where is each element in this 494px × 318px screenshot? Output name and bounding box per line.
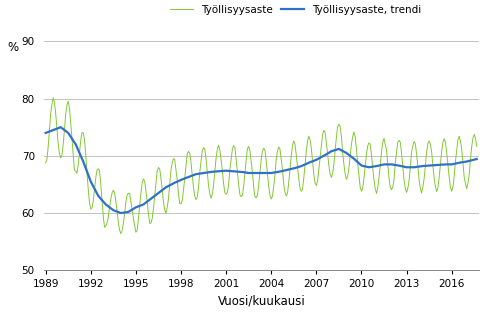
Työllisyysaste, trendi — [308, 160, 314, 164]
Työllisyysaste — [167, 183, 173, 187]
Työllisyysaste — [228, 157, 234, 161]
Työllisyysaste, trendi — [58, 125, 64, 129]
Työllisyysaste — [474, 145, 480, 149]
Y-axis label: %: % — [8, 41, 19, 54]
Line: Työllisyysaste, trendi: Työllisyysaste, trendi — [45, 127, 477, 213]
Työllisyysaste, trendi — [228, 169, 234, 173]
Työllisyysaste, trendi — [167, 183, 173, 187]
Työllisyysaste — [308, 146, 314, 150]
Työllisyysaste — [42, 161, 48, 165]
Työllisyysaste, trendi — [42, 131, 48, 135]
Työllisyysaste — [118, 232, 124, 236]
Työllisyysaste — [50, 96, 56, 100]
Työllisyysaste — [110, 188, 116, 192]
Työllisyysaste, trendi — [118, 211, 124, 215]
Työllisyysaste — [46, 128, 52, 131]
Työllisyysaste, trendi — [110, 208, 116, 212]
Legend: Työllisyysaste, Työllisyysaste, trendi: Työllisyysaste, Työllisyysaste, trendi — [170, 5, 422, 15]
Työllisyysaste, trendi — [152, 194, 158, 198]
Työllisyysaste, trendi — [474, 157, 480, 161]
Työllisyysaste — [152, 194, 158, 198]
X-axis label: Vuosi/kuukausi: Vuosi/kuukausi — [218, 295, 306, 308]
Työllisyysaste, trendi — [46, 129, 52, 133]
Line: Työllisyysaste: Työllisyysaste — [45, 98, 477, 234]
